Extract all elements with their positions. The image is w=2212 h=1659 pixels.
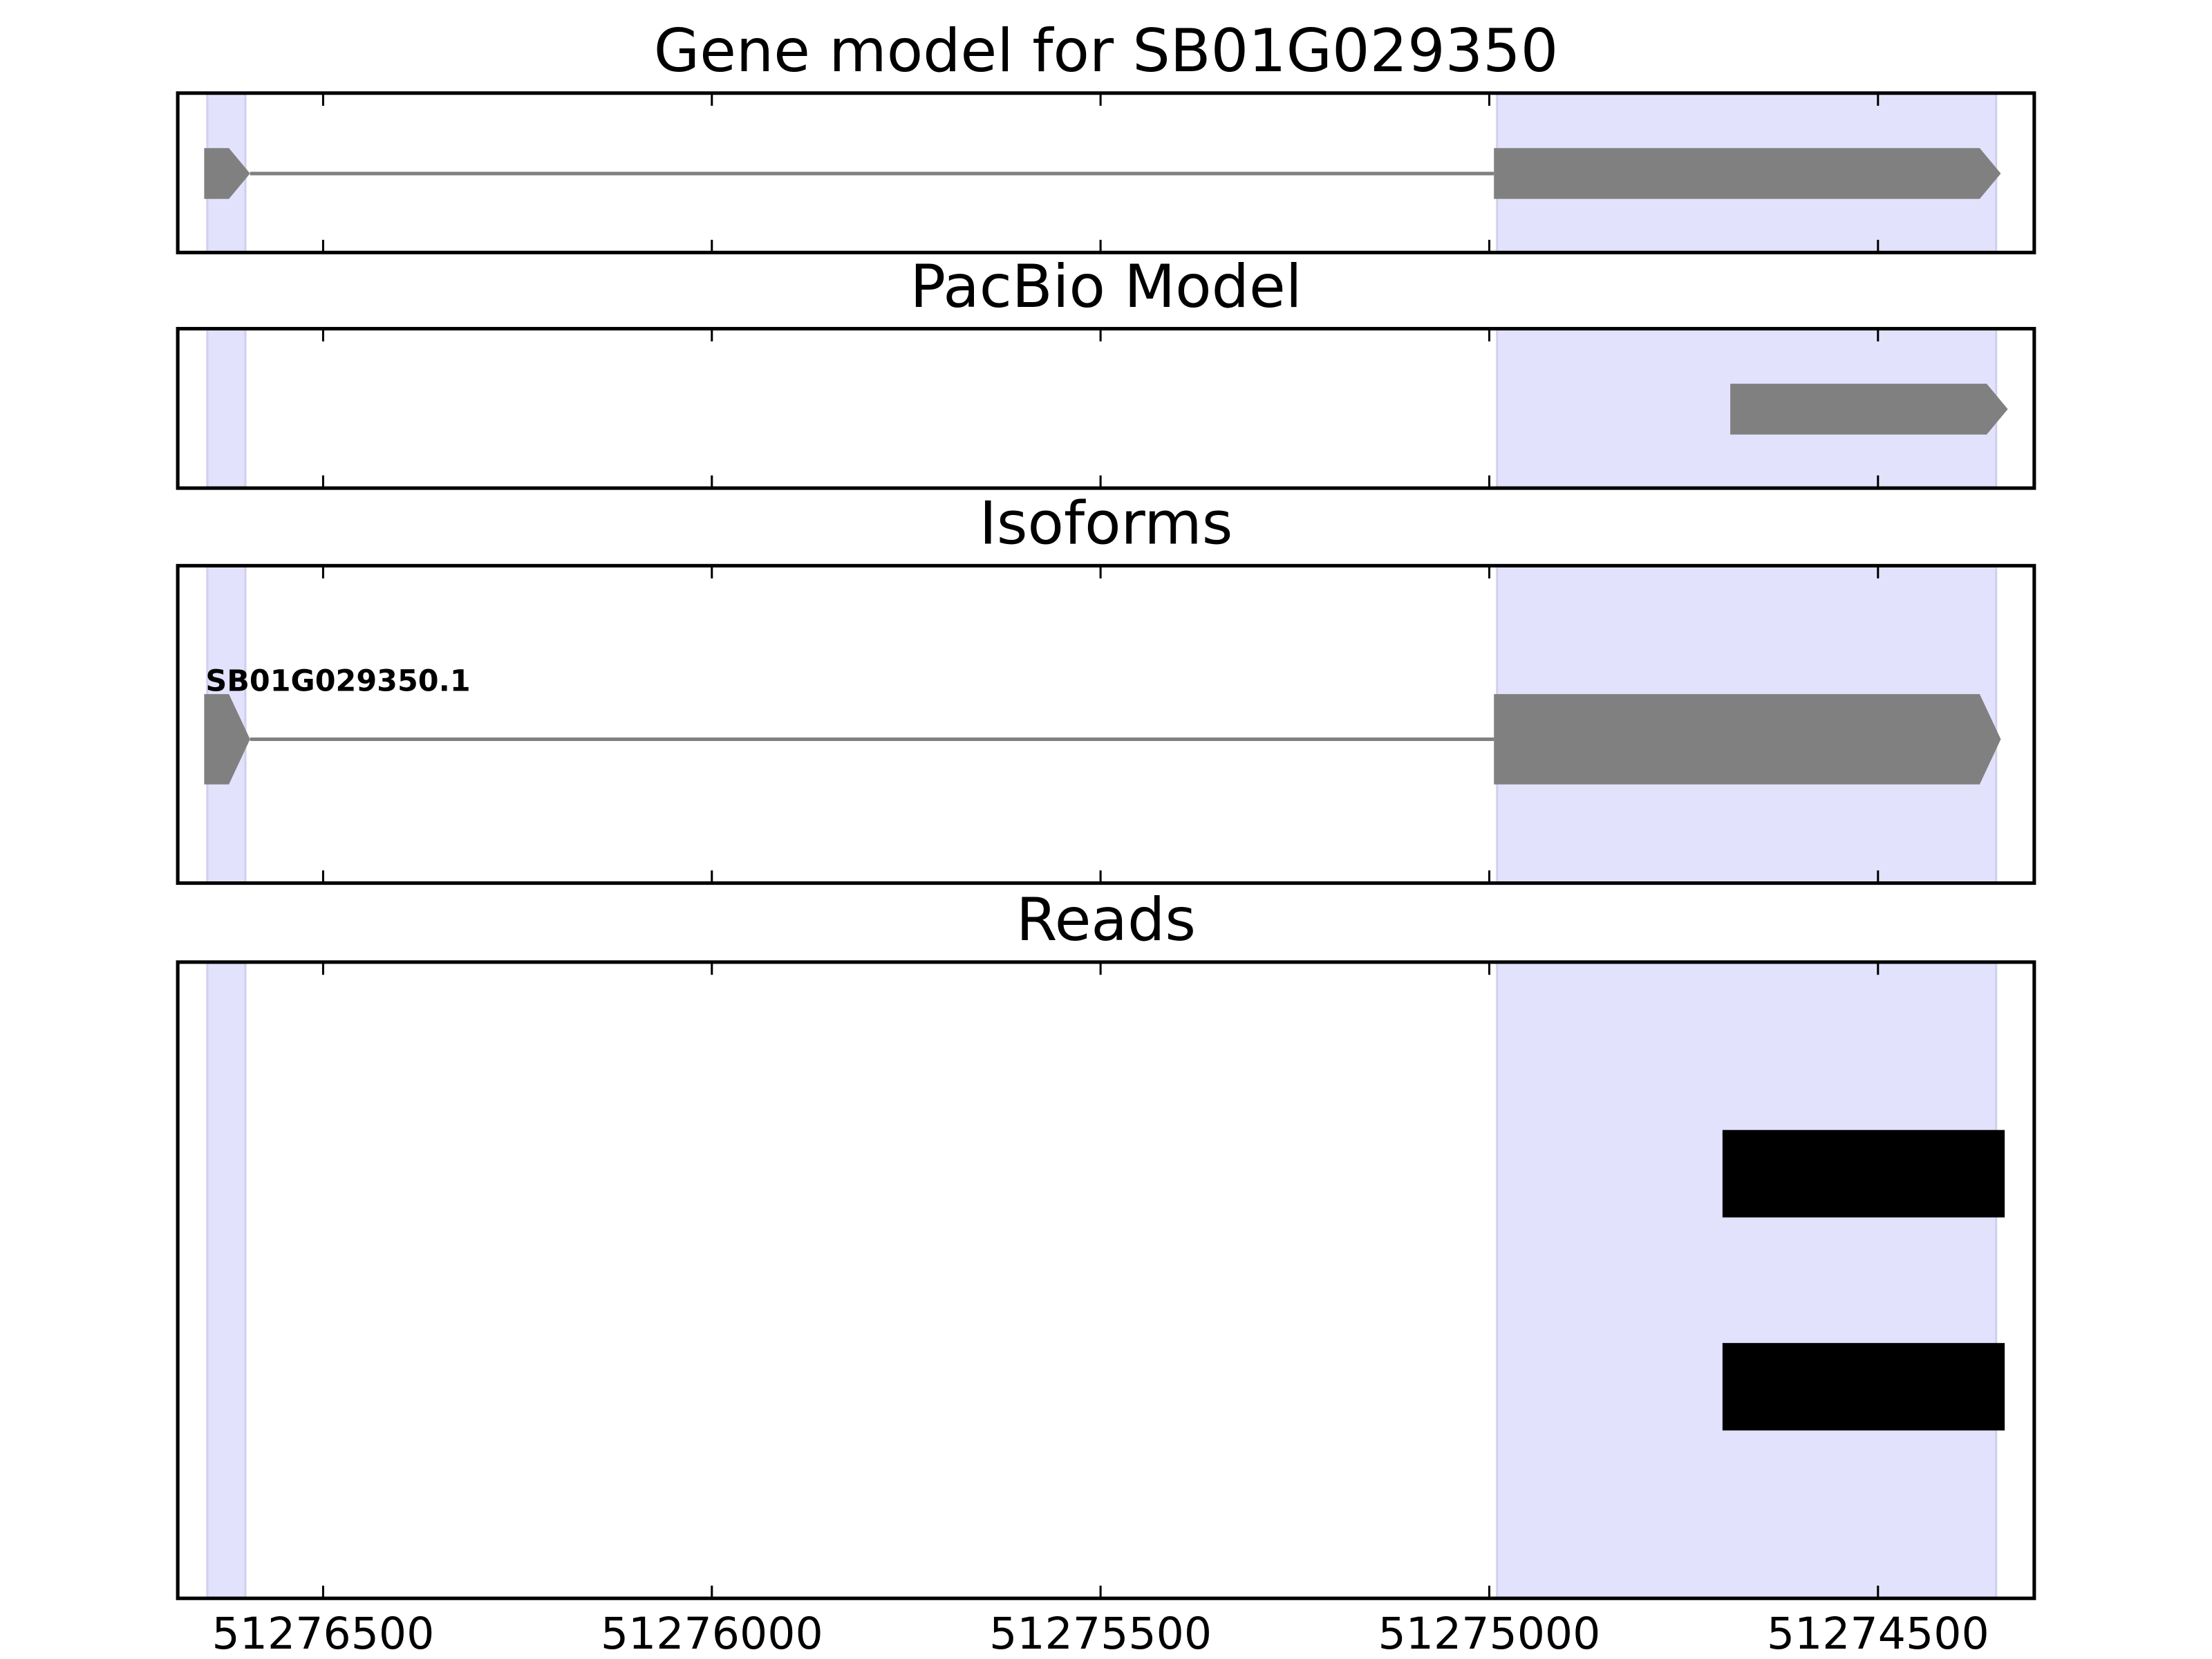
exon (1730, 384, 2008, 435)
x-tick-label: 51275500 (989, 1608, 1212, 1659)
x-tick-label: 51276000 (601, 1608, 823, 1659)
read (1722, 1342, 2005, 1431)
exon (1494, 694, 2001, 785)
panel-frame (176, 91, 2036, 254)
panel-frame (176, 960, 2036, 1600)
exon (204, 694, 250, 785)
panel-title: PacBio Model (910, 252, 1302, 321)
exon (204, 148, 250, 199)
exon-highlight (206, 961, 247, 1600)
x-tick-label: 51274500 (1767, 1608, 1989, 1659)
isoform-label: SB01G029350.1 (205, 664, 470, 698)
panel-frame (176, 563, 2036, 885)
exon-highlight (1496, 961, 1998, 1600)
read (1722, 1130, 2005, 1218)
panel-title: Reads (1016, 885, 1196, 955)
x-tick-label: 51276500 (212, 1608, 434, 1659)
panel-title: Isoforms (980, 489, 1233, 559)
panel-title: Gene model for SB01G029350 (654, 17, 1558, 86)
panel-frame (176, 326, 2036, 490)
exon (1494, 148, 2001, 199)
exon-highlight (206, 327, 247, 489)
x-tick-label: 51275000 (1378, 1608, 1600, 1659)
